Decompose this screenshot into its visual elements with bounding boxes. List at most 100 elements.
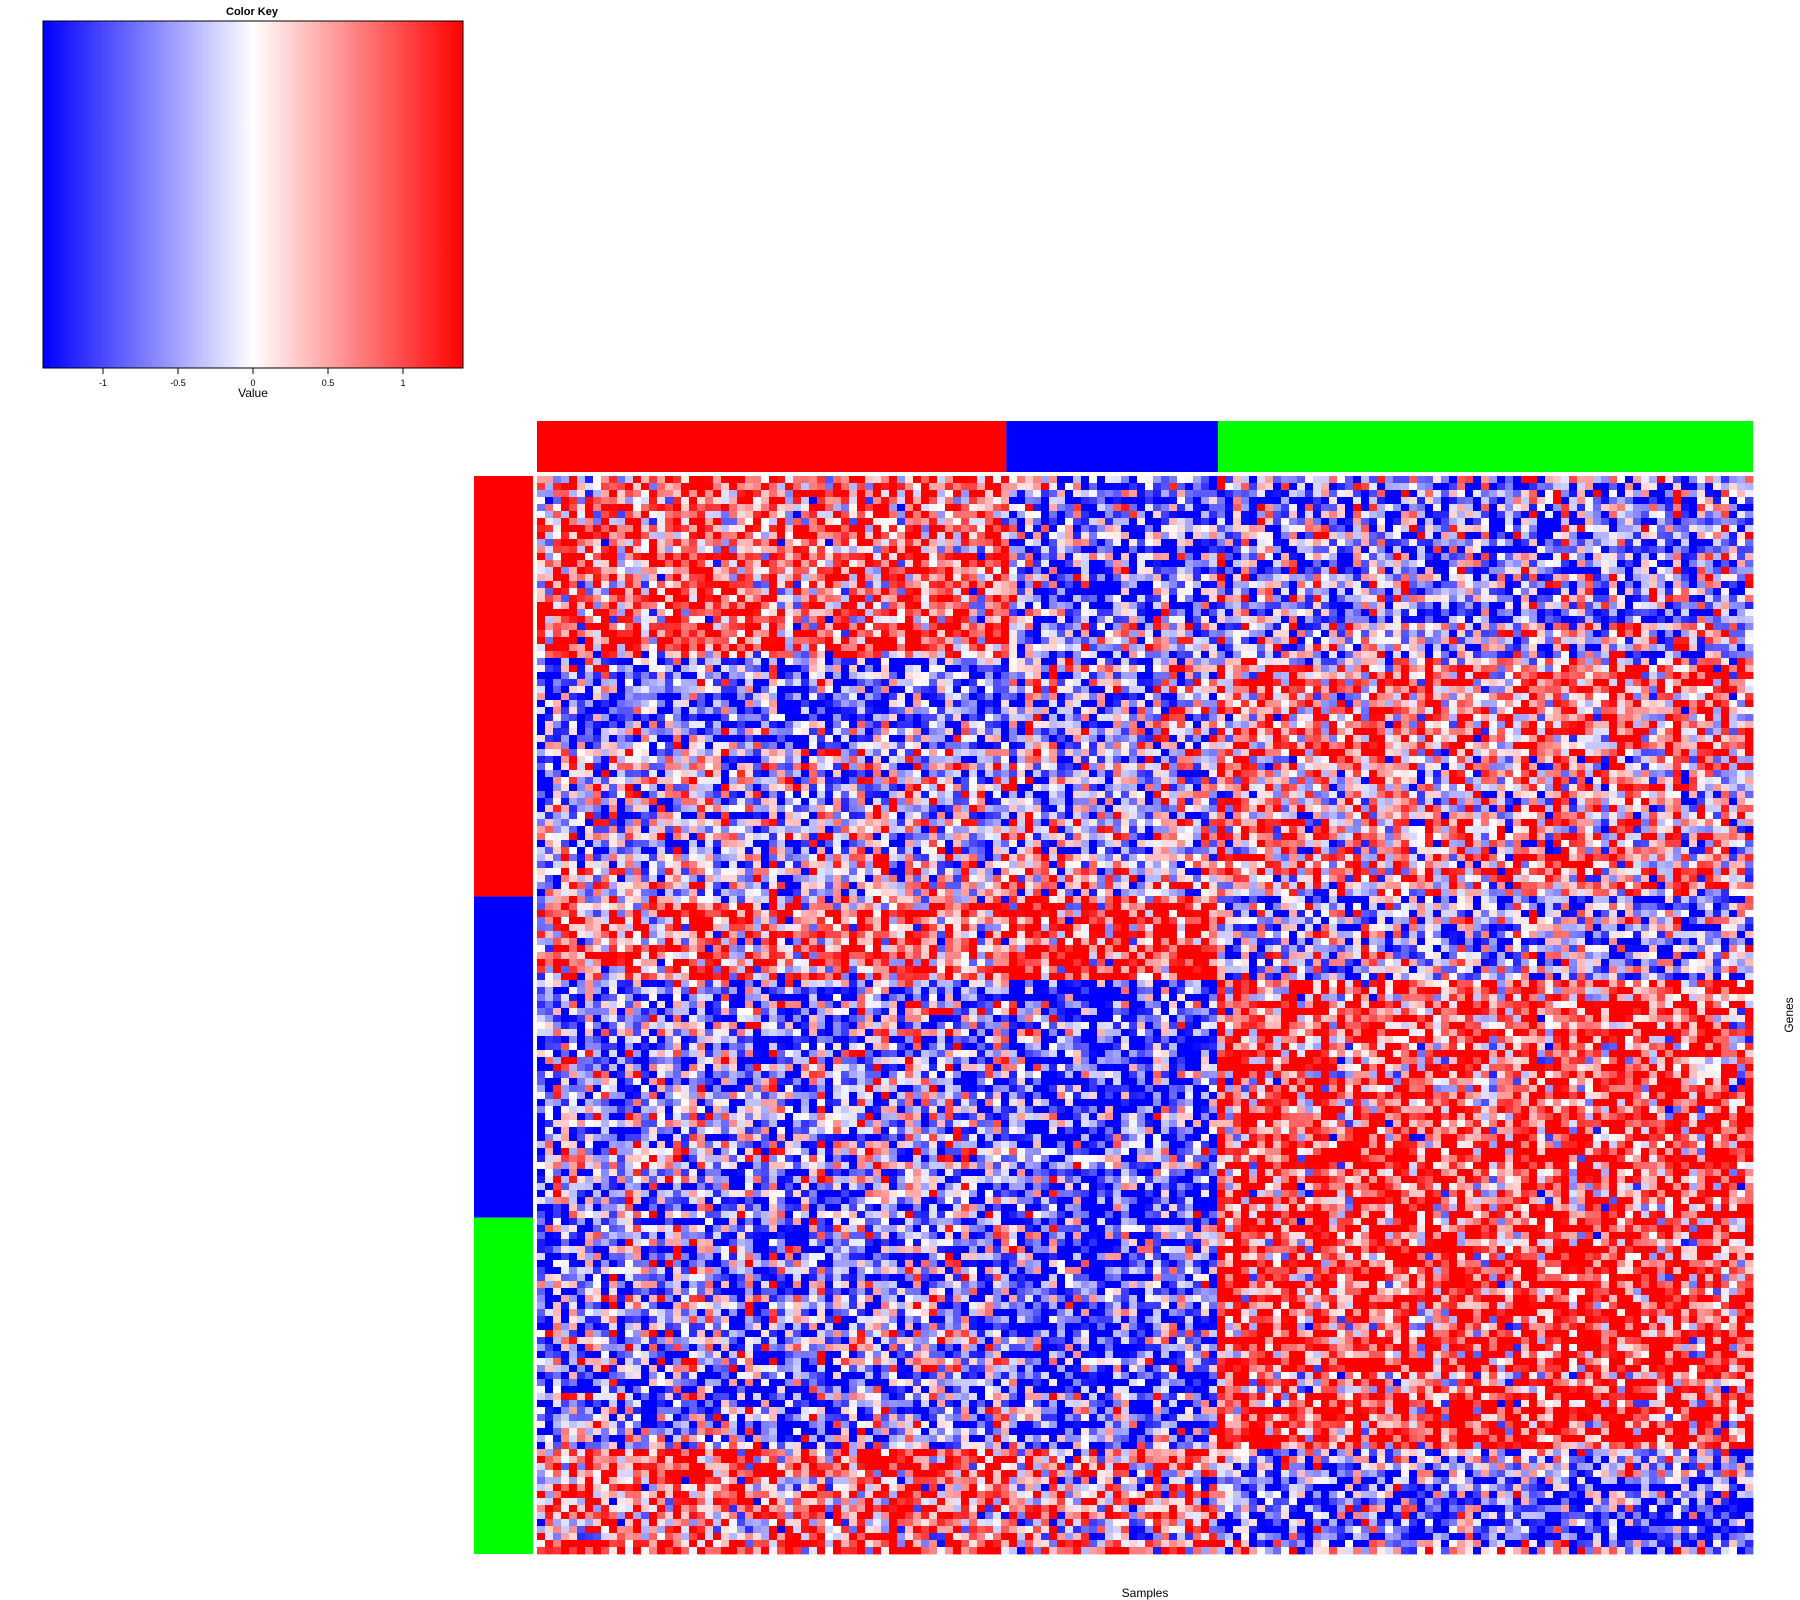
heatmap-cell: [1745, 693, 1753, 700]
heatmap-cell: [841, 602, 849, 609]
heatmap-cell: [1497, 616, 1505, 623]
heatmap-cell: [1289, 476, 1297, 483]
heatmap-cell: [1225, 637, 1233, 644]
heatmap-cell: [1393, 665, 1401, 672]
heatmap-cell: [713, 476, 721, 483]
heatmap-cell: [1577, 630, 1585, 637]
heatmap-cell: [801, 560, 809, 567]
heatmap-cell: [1649, 574, 1657, 581]
heatmap-cell: [809, 511, 817, 518]
heatmap-cell: [1257, 602, 1265, 609]
heatmap-cell: [1265, 630, 1273, 637]
heatmap-cell: [1089, 630, 1097, 637]
heatmap-cell: [729, 588, 737, 595]
heatmap-cell: [569, 658, 577, 665]
heatmap-cell: [1537, 630, 1545, 637]
heatmap-cell: [809, 546, 817, 553]
heatmap-cell: [1337, 609, 1345, 616]
heatmap-cell: [857, 567, 865, 574]
heatmap-cell: [1513, 665, 1521, 672]
heatmap-cell: [1433, 665, 1441, 672]
heatmap-cell: [1297, 546, 1305, 553]
heatmap-cell: [1337, 679, 1345, 686]
heatmap-cell: [1233, 595, 1241, 602]
heatmap-cell: [617, 609, 625, 616]
heatmap-cell: [745, 490, 753, 497]
heatmap-cell: [1561, 553, 1569, 560]
heatmap-cell: [553, 623, 561, 630]
heatmap-cell: [801, 623, 809, 630]
heatmap-cell: [609, 602, 617, 609]
heatmap-cell: [1281, 497, 1289, 504]
heatmap-cell: [1025, 588, 1033, 595]
heatmap-cell: [969, 658, 977, 665]
heatmap-cell: [833, 504, 841, 511]
heatmap-cell: [1513, 546, 1521, 553]
heatmap-cell: [1553, 483, 1561, 490]
heatmap-cell: [793, 567, 801, 574]
heatmap-cell: [633, 476, 641, 483]
heatmap-cell: [945, 560, 953, 567]
heatmap-cell: [985, 658, 993, 665]
heatmap-cell: [1313, 574, 1321, 581]
heatmap-cell: [1017, 693, 1025, 700]
heatmap-cell: [609, 525, 617, 532]
heatmap-cell: [889, 651, 897, 658]
heatmap-cell: [985, 532, 993, 539]
heatmap-cell: [1609, 609, 1617, 616]
heatmap-cell: [769, 532, 777, 539]
heatmap-cell: [1281, 560, 1289, 567]
heatmap-cell: [705, 490, 713, 497]
heatmap-cell: [1473, 532, 1481, 539]
heatmap-cell: [801, 700, 809, 707]
heatmap-cell: [1273, 560, 1281, 567]
heatmap-cell: [689, 595, 697, 602]
heatmap-cell: [1225, 651, 1233, 658]
heatmap-cell: [1681, 686, 1689, 693]
heatmap-cell: [577, 553, 585, 560]
heatmap-cell: [1601, 490, 1609, 497]
heatmap-cell: [785, 686, 793, 693]
heatmap-cell: [1385, 623, 1393, 630]
heatmap-cell: [1569, 553, 1577, 560]
heatmap-cell: [1577, 518, 1585, 525]
heatmap-cell: [1745, 658, 1753, 665]
heatmap-cell: [1665, 525, 1673, 532]
heatmap-cell: [617, 476, 625, 483]
heatmap-cell: [1025, 672, 1033, 679]
heatmap-cell: [1161, 672, 1169, 679]
heatmap-cell: [1265, 560, 1273, 567]
heatmap-cell: [801, 686, 809, 693]
heatmap-cell: [889, 483, 897, 490]
heatmap-cell: [1121, 630, 1129, 637]
heatmap-cell: [1537, 686, 1545, 693]
heatmap-cell: [1321, 644, 1329, 651]
heatmap-cell: [1657, 518, 1665, 525]
heatmap-cell: [1705, 609, 1713, 616]
heatmap-cell: [1609, 616, 1617, 623]
heatmap-cell: [1433, 539, 1441, 546]
heatmap-cell: [1737, 602, 1745, 609]
heatmap-cell: [633, 679, 641, 686]
heatmap-cell: [593, 497, 601, 504]
heatmap-cell: [897, 686, 905, 693]
heatmap-cell: [1025, 567, 1033, 574]
heatmap-cell: [633, 567, 641, 574]
heatmap-cell: [849, 630, 857, 637]
heatmap-cell: [961, 525, 969, 532]
heatmap-cell: [1289, 609, 1297, 616]
heatmap-cell: [681, 637, 689, 644]
heatmap-cell: [1113, 483, 1121, 490]
heatmap-cell: [1161, 532, 1169, 539]
heatmap-cell: [1401, 637, 1409, 644]
heatmap-cell: [1433, 623, 1441, 630]
heatmap-cell: [873, 581, 881, 588]
heatmap-cell: [649, 686, 657, 693]
heatmap-cell: [561, 609, 569, 616]
heatmap-cell: [601, 609, 609, 616]
heatmap-cell: [777, 651, 785, 658]
heatmap-cell: [1497, 476, 1505, 483]
heatmap-cell: [969, 623, 977, 630]
heatmap-cell: [1513, 539, 1521, 546]
heatmap-cell: [1225, 686, 1233, 693]
